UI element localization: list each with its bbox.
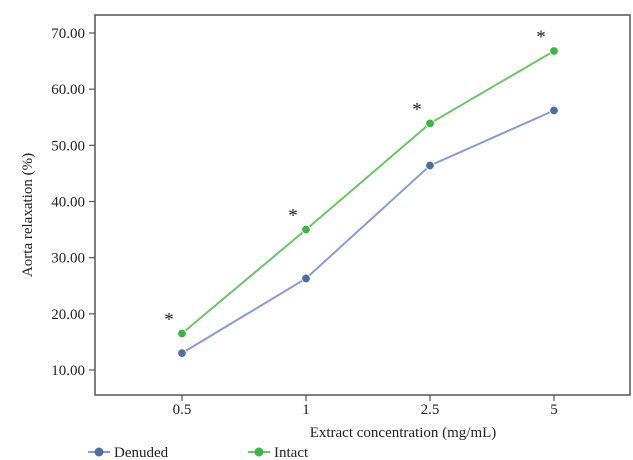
x-tick-label: 2.5	[421, 402, 440, 418]
y-tick-label: 20.00	[51, 307, 85, 323]
x-tick-label: 1	[302, 402, 310, 418]
y-tick-label: 10.00	[51, 363, 85, 379]
data-point-intact	[177, 328, 187, 339]
significance-marker: *	[164, 309, 174, 330]
plot-frame	[94, 14, 631, 396]
data-point-denuded	[425, 160, 435, 171]
y-tick-label: 70.00	[51, 26, 85, 42]
data-point-denuded	[301, 273, 311, 284]
y-axis: 10.00 20.00 30.00 40.00 50.00 60.00 70.00	[51, 26, 95, 379]
significance-marker: *	[412, 99, 422, 120]
x-axis: 0.5 1 2.5 5	[173, 395, 558, 418]
significance-marker: *	[536, 27, 546, 48]
series-layer: * * * *	[164, 27, 559, 358]
legend-label-intact: Intact	[274, 445, 309, 460]
x-tick-label: 5	[550, 402, 558, 418]
y-tick-label: 40.00	[51, 195, 85, 211]
legend: Denuded Intact	[88, 445, 309, 460]
series-line-denuded	[181, 109, 555, 355]
data-point-denuded	[549, 105, 559, 116]
series-line-intact	[181, 50, 555, 335]
significance-marker: *	[288, 206, 298, 227]
data-point-intact	[301, 224, 311, 235]
data-point-denuded	[177, 348, 187, 358]
x-tick-label: 0.5	[173, 402, 192, 418]
y-tick-label: 30.00	[51, 251, 85, 267]
y-axis-label: Aorta relaxation (%)	[20, 153, 36, 277]
legend-swatch-marker-denuded	[94, 447, 104, 457]
data-point-intact	[425, 118, 435, 129]
data-point-intact	[549, 46, 559, 56]
x-axis-label: Extract concentration (mg/mL)	[310, 425, 497, 441]
y-tick-label: 60.00	[51, 82, 85, 98]
legend-label-denuded: Denuded	[114, 445, 169, 460]
y-tick-label: 50.00	[51, 138, 85, 154]
legend-swatch-marker-intact	[254, 447, 264, 457]
